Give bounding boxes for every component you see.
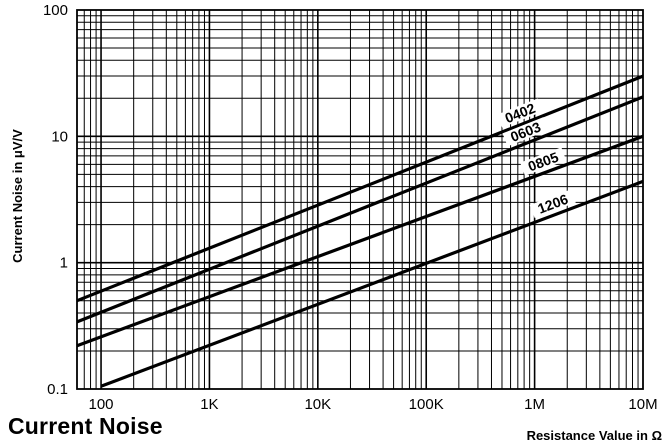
y-tick-label: 0.1 (47, 381, 68, 398)
chart-grid (77, 10, 643, 389)
series-label-text: 1206 (535, 191, 570, 217)
tick-labels: 100 1K 10K 100K 1M 10M 0.1 1 10 100 (43, 2, 658, 413)
series-lines (76, 74, 644, 388)
x-tick-label: 100 (88, 396, 113, 413)
plot-border (76, 9, 644, 390)
x-tick-label: 10K (304, 396, 331, 413)
x-tick-label: 1M (524, 396, 545, 413)
label-background (497, 98, 544, 128)
series-line-0805 (76, 134, 644, 348)
x-tick-label: 10M (628, 396, 657, 413)
y-tick-label: 1 (60, 255, 68, 272)
x-tick-label: 100K (409, 396, 444, 413)
plot-frame (76, 9, 644, 390)
label-background (529, 189, 576, 219)
series-label-text: 0805 (526, 149, 561, 175)
chart-title: Current Noise (8, 413, 163, 439)
x-tick-label: 1K (200, 396, 218, 413)
label-background (520, 147, 567, 176)
y-tick-label: 10 (51, 128, 68, 145)
series-line-1206 (100, 179, 644, 388)
y-tick-label: 100 (43, 2, 68, 19)
label-background (502, 117, 549, 147)
series-line-0603 (76, 95, 644, 324)
x-axis-title: Resistance Value in Ω (527, 428, 662, 443)
series-line-0402 (76, 74, 644, 303)
y-axis-title: Current Noise in μV/V (10, 129, 25, 263)
